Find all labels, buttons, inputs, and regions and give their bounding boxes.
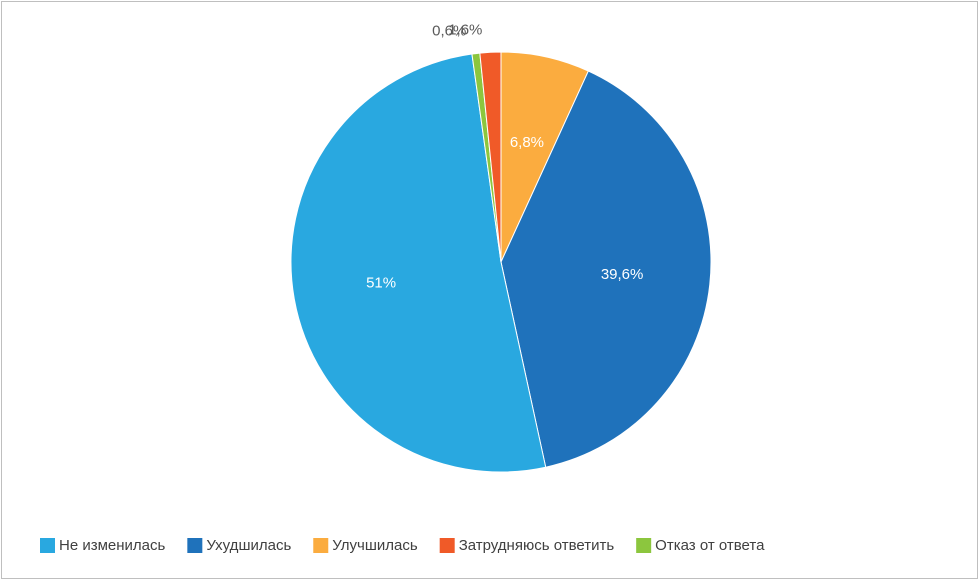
data-label: 1,6% [448,21,482,38]
legend-label: Отказ от ответа [655,537,765,554]
legend-label: Не изменилась [59,537,166,554]
legend-swatch [40,538,55,553]
legend-label: Ухудшилась [206,537,291,554]
legend-swatch [636,538,652,553]
legend-swatch [439,538,455,553]
data-label: 39,6% [601,266,644,283]
legend-label: Затрудняюсь ответить [459,537,615,554]
pie-slice [290,53,547,473]
data-label: 0,6% [432,23,466,40]
data-label: 51% [366,274,396,291]
data-label: 6,8% [510,134,544,151]
pie-slice [479,51,502,263]
legend-swatch [313,538,329,553]
legend-label: Улучшилась [332,537,418,554]
pie-slice [500,70,712,468]
legend-swatch [187,538,203,553]
